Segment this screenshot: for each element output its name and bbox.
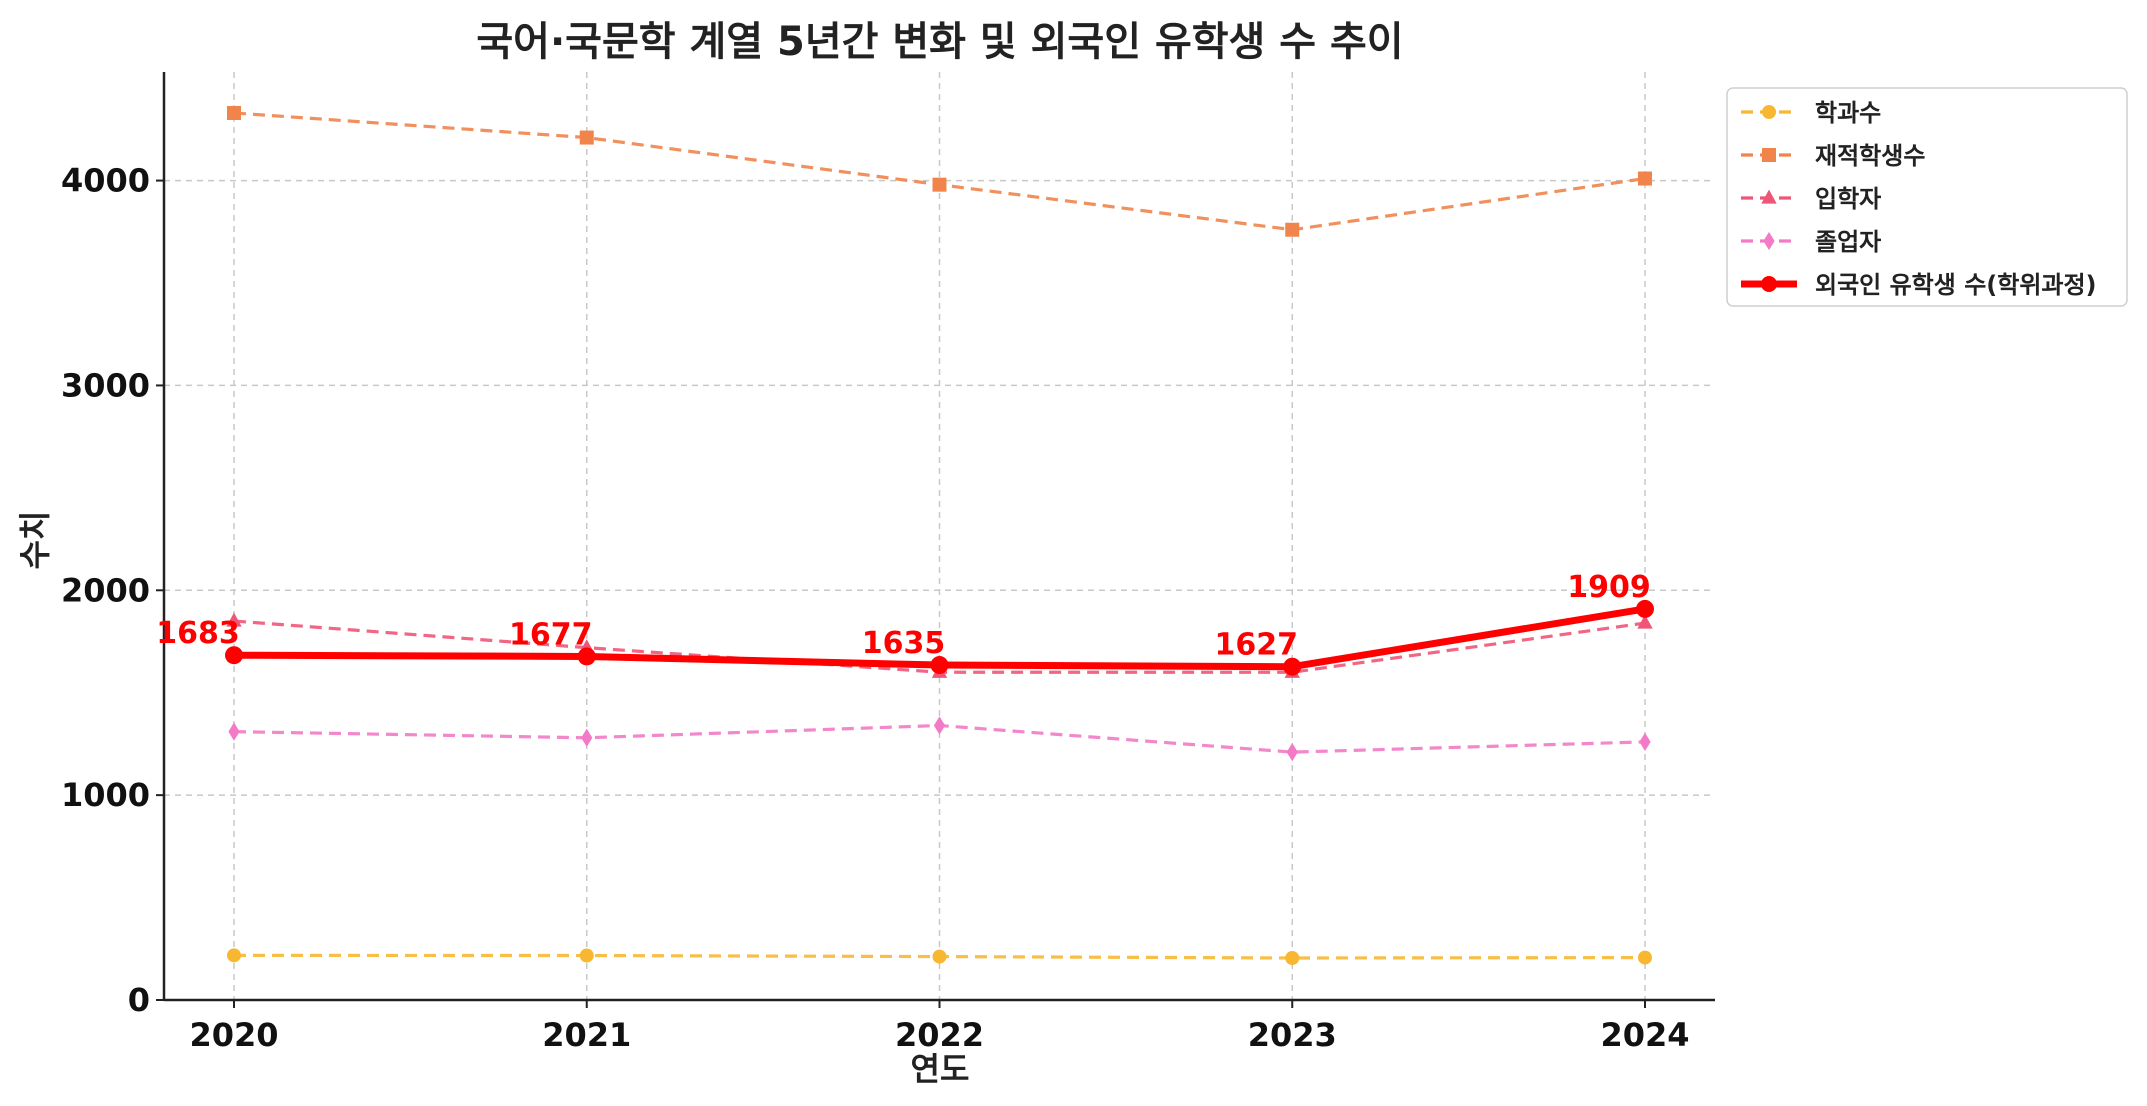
legend-label: 학과수 <box>1815 99 1881 127</box>
data-point <box>932 949 947 964</box>
legend-entry: 외국인 유학생 수(학위과정) <box>1741 271 2097 299</box>
y-tick-label: 1000 <box>61 776 150 814</box>
data-point <box>1283 657 1302 676</box>
data-label: 1909 <box>1567 570 1651 605</box>
legend-label: 외국인 유학생 수(학위과정) <box>1815 271 2097 299</box>
y-axis-label: 수치 <box>16 511 54 570</box>
tick-labels: 2020 2021 2022 2023 2024 0 1000 2000 3000 4000 <box>61 162 1690 1054</box>
legend-marker <box>1761 189 1777 204</box>
data-point <box>930 656 949 675</box>
y-tick-label: 2000 <box>61 571 150 609</box>
data-point <box>579 948 594 963</box>
data-point <box>1285 222 1300 237</box>
series-0 <box>227 948 1652 966</box>
data-point <box>1285 951 1300 966</box>
data-point <box>579 130 594 145</box>
series <box>225 105 1654 966</box>
x-axis-label: 연도 <box>911 1050 970 1088</box>
data-point <box>1639 732 1651 751</box>
grid <box>164 72 1715 1000</box>
data-label: 1683 <box>156 616 240 651</box>
x-tick-label: 2021 <box>542 1016 631 1054</box>
series-4 <box>225 599 1654 676</box>
data-point <box>933 716 946 735</box>
legend-marker <box>1763 231 1775 251</box>
data-point <box>225 646 243 665</box>
legend-marker <box>1762 148 1776 162</box>
x-tick-label: 2022 <box>895 1016 984 1054</box>
x-tick-label: 2020 <box>189 1016 278 1054</box>
legend-marker <box>1762 105 1776 119</box>
data-point <box>581 728 593 747</box>
chart-title: 국어·국문학 계열 5년간 변화 및 외국인 유학생 수 추이 <box>476 19 1403 65</box>
data-point <box>1636 599 1654 618</box>
series-1 <box>227 105 1652 237</box>
data-point <box>932 177 947 192</box>
legend-label: 졸업자 <box>1815 228 1881 256</box>
x-tick-label: 2024 <box>1600 1016 1689 1054</box>
legend-entry: 학과수 <box>1741 99 1881 127</box>
legend-frame <box>1726 87 2128 307</box>
legend-entry: 재적학생수 <box>1741 142 1925 170</box>
y-tick-label: 3000 <box>61 366 150 404</box>
data-point <box>1637 614 1653 629</box>
x-tick-label: 2023 <box>1248 1016 1337 1054</box>
legend-label: 재적학생수 <box>1815 142 1925 170</box>
series-3 <box>228 716 1651 762</box>
legend-marker <box>1761 276 1777 292</box>
legend-entry: 입학자 <box>1741 185 1881 213</box>
y-tick-label: 4000 <box>61 162 150 200</box>
legend-label: 입학자 <box>1815 185 1881 213</box>
data-point <box>1286 743 1298 762</box>
data-point <box>227 105 241 120</box>
data-point <box>577 647 596 666</box>
data-label: 1677 <box>509 617 593 652</box>
data-point <box>1638 950 1652 965</box>
y-tick-label: 0 <box>128 981 150 1019</box>
legend-entry: 졸업자 <box>1741 228 1881 256</box>
data-label: 1627 <box>1215 628 1299 663</box>
data-point <box>227 948 241 963</box>
data-labels: 1683 1677 1635 1627 1909 <box>156 570 1651 663</box>
data-point <box>228 722 240 741</box>
data-label: 1635 <box>862 626 946 661</box>
data-point <box>1638 171 1652 186</box>
data-point <box>226 612 242 627</box>
